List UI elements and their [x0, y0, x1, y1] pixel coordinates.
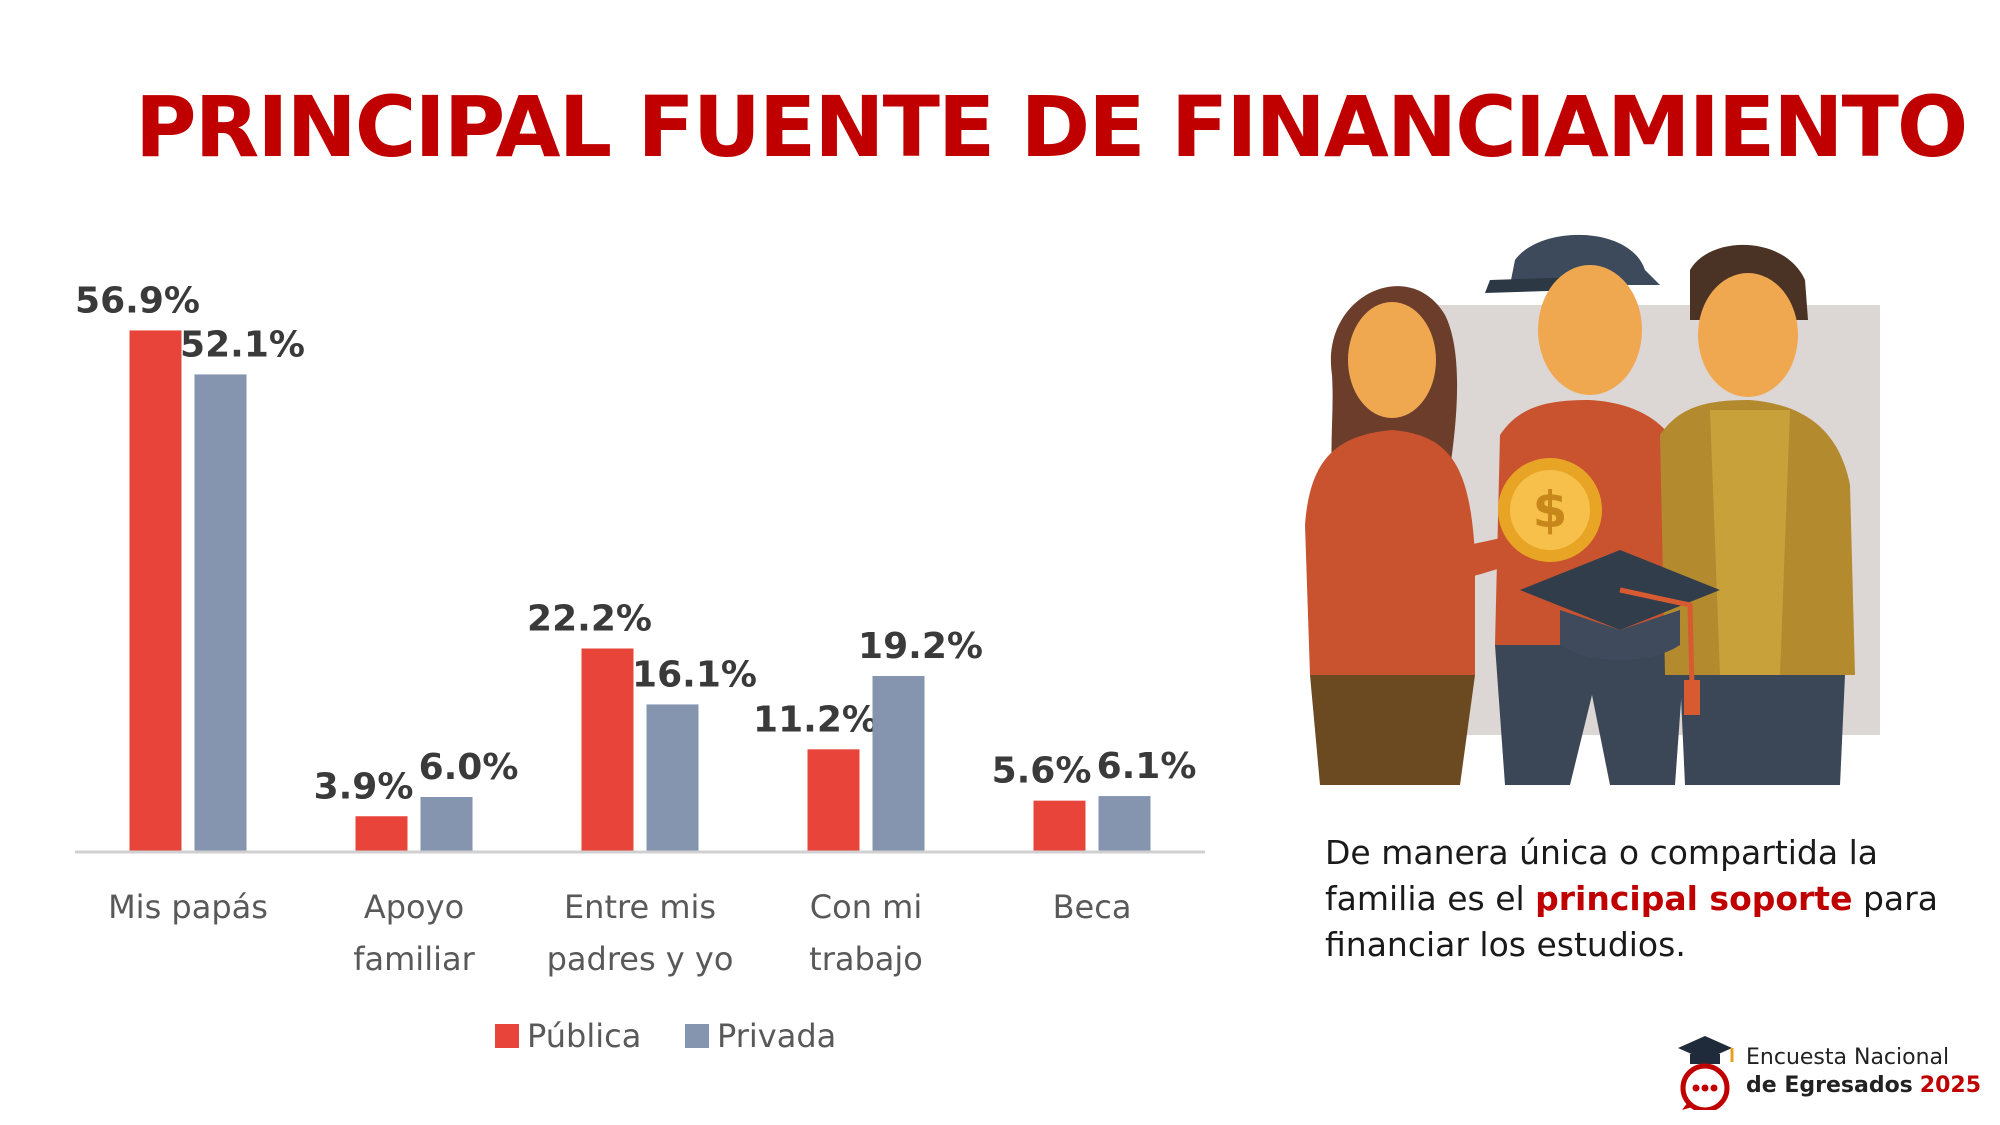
category-label: Con mi	[810, 888, 922, 926]
data-label: 3.9%	[314, 766, 414, 807]
caption-after: para financiar los estudios.	[1325, 879, 1938, 964]
legend-swatch	[685, 1024, 709, 1048]
logo-year: 2025	[1919, 1073, 1982, 1098]
category-label: padres y yo	[547, 940, 734, 978]
bar-privada	[194, 374, 247, 852]
legend-swatch	[495, 1024, 519, 1048]
logo-line2: de Egresados	[1746, 1073, 1913, 1098]
caption-before: De manera única o compartida la familia …	[1325, 833, 1878, 918]
bar-publica	[807, 749, 860, 852]
data-label: 56.9%	[75, 280, 200, 321]
chat-bubble-icon	[1678, 1036, 1734, 1110]
bar-privada	[420, 797, 473, 852]
logo-text: Encuesta Nacional de Egresados 2025	[1746, 1044, 1981, 1100]
svg-text:$: $	[1533, 481, 1568, 539]
data-label: 6.0%	[419, 747, 519, 788]
category-label: Entre mis	[564, 888, 716, 926]
category-label: Apoyo	[364, 888, 464, 926]
data-label: 52.1%	[180, 324, 305, 365]
bar-publica	[1033, 800, 1086, 852]
category-label: Beca	[1053, 888, 1132, 926]
caption-text: De manera única o compartida la familia …	[1325, 830, 1965, 968]
data-label: 19.2%	[858, 626, 983, 667]
bar-publica	[581, 648, 634, 852]
logo-line1: Encuesta Nacional	[1746, 1045, 1950, 1070]
caption-highlight: principal soporte	[1535, 879, 1853, 918]
legend-label: Pública	[527, 1017, 641, 1055]
legend-label: Privada	[717, 1017, 836, 1055]
survey-logo: Encuesta Nacional de Egresados 2025	[1670, 1030, 1981, 1110]
data-label: 6.1%	[1097, 746, 1197, 787]
data-label: 16.1%	[632, 654, 757, 695]
bar-privada	[872, 676, 925, 852]
data-label: 11.2%	[753, 699, 878, 740]
data-label: 5.6%	[992, 751, 1092, 792]
category-label: trabajo	[809, 940, 923, 978]
page-title: PRINCIPAL FUENTE DE FINANCIAMIENTO	[135, 78, 1968, 176]
bar-privada	[646, 704, 699, 852]
data-label: 22.2%	[527, 599, 652, 640]
bar-publica	[129, 330, 182, 853]
category-label: Mis papás	[108, 888, 268, 926]
bar-chart: 56.9%52.1% Mis papás 3.9% 6.0% Apoyo familiar…	[75, 280, 1205, 1055]
bar-privada	[1098, 796, 1151, 852]
bar-publica	[355, 816, 408, 852]
category-label: familiar	[353, 940, 475, 978]
family-illustration: $	[1305, 234, 1880, 785]
